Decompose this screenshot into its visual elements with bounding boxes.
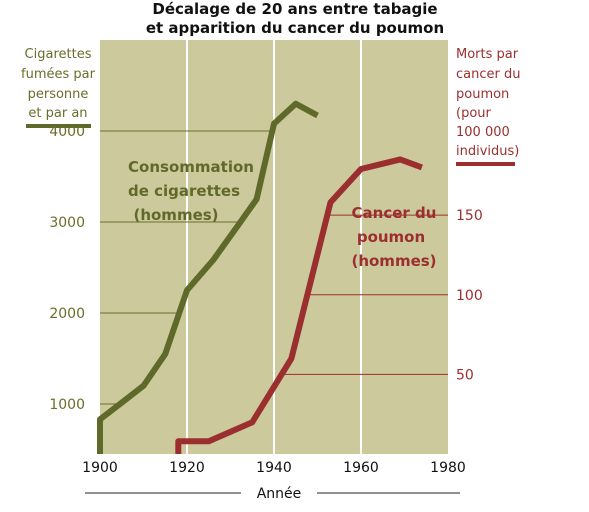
x-tick-label: 1920 [169,460,205,476]
cigarettes-annotation-line-2: de cigarettes [128,182,240,200]
right-tick-label: 50 [456,367,474,383]
cigarettes-annotation-line-3: (hommes) [133,206,218,224]
cancer-annotation-line-1: Cancer du [352,204,437,222]
left-tick-label: 4000 [49,124,85,140]
x-tick-label: 1900 [82,460,118,476]
x-tick-label: 1980 [430,460,466,476]
cancer-annotation-line-2: poumon [357,228,425,246]
left-tick-label: 1000 [49,397,85,413]
left-tick-label: 2000 [49,306,85,322]
left-tick-label: 3000 [49,215,85,231]
x-tick-label: 1960 [343,460,379,476]
chart-title-line-2: et apparition du cancer du poumon [146,19,444,37]
right-axis-label-line-5: 100 000 [456,125,510,140]
left-axis-label-line-2: fumées par [21,67,96,82]
series-line-cancer [175,156,423,454]
series-lines [97,100,423,454]
x-axis-label: Année [257,486,302,502]
cigarettes-annotation-line-1: Consommation [128,158,254,176]
chart-title-line-1: Décalage de 20 ans entre tabagie [152,0,437,18]
x-tick-label: 1940 [256,460,292,476]
left-axis-ticks: 1000 2000 3000 4000 [49,124,85,413]
right-axis-label-line-1: Morts par [456,47,519,62]
right-axis-label-line-6: individus) [456,144,519,159]
right-axis-label-line-3: poumon [456,87,509,102]
right-axis-label-line-2: cancer du [456,67,520,82]
right-axis-reference-lines [281,214,448,375]
right-tick-label: 100 [456,288,483,304]
series-line-cigarettes [97,100,319,454]
left-axis-label-line-3: personne [28,87,89,102]
left-axis-label-line-1: Cigarettes [25,47,92,62]
right-axis-label-line-4: (pour [456,106,492,121]
right-axis-ticks: 50 100 150 [456,208,483,383]
x-axis-ticks: 1900 1920 1940 1960 1980 [82,460,466,476]
right-tick-label: 150 [456,208,483,224]
left-axis-reference-lines [100,130,273,405]
left-axis-label-line-4: et par an [28,106,87,121]
cancer-annotation-line-3: (hommes) [351,252,436,270]
